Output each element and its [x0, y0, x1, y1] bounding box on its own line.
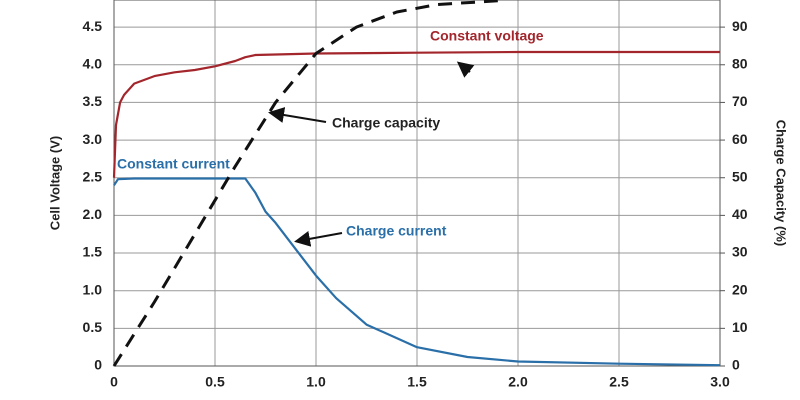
y2-tick-label: 40	[732, 206, 748, 222]
data-line	[112, 50, 720, 178]
annotation: Constant current	[117, 156, 230, 172]
x-tick-label: 2.0	[508, 374, 528, 390]
annotation: Constant voltage	[430, 28, 544, 44]
y-tick-label: 3.5	[83, 93, 103, 109]
x-tick-label: 2.5	[609, 374, 629, 390]
x-tick-label: 3.0	[710, 374, 730, 390]
annotation-arrow	[294, 230, 343, 247]
y2-tick-label: 0	[732, 357, 740, 373]
annotation-arrow	[268, 107, 327, 123]
y-tick-label: 2.0	[83, 206, 103, 222]
y-tick-label: 1.0	[83, 281, 103, 297]
y2-tick-label: 10	[732, 319, 748, 335]
annotation: Charge capacity	[332, 115, 440, 131]
y2-tick-label: 90	[732, 18, 748, 34]
y2-tick-label: 20	[732, 281, 748, 297]
y-tick-label: 0	[94, 357, 102, 373]
y2-tick-label: 50	[732, 168, 748, 184]
x-tick-label: 0	[110, 374, 118, 390]
y-tick-label: 4.5	[83, 18, 103, 34]
plot-frame	[113, 0, 721, 367]
y-axis-label: Cell Voltage (V)	[47, 136, 62, 230]
data-line	[112, 0, 498, 367]
data-line	[113, 177, 721, 367]
y2-tick-label: 30	[732, 244, 748, 260]
y-tick-label: 2.5	[83, 168, 103, 184]
x-tick-label: 1.0	[306, 374, 326, 390]
annotation-arrow	[456, 61, 475, 78]
x-tick-label: 0.5	[205, 374, 225, 390]
y-tick-label: 0.5	[83, 319, 103, 335]
y-tick-label: 3.0	[83, 131, 103, 147]
y-tick-label: 1.5	[83, 244, 103, 260]
y-tick-label: 4.0	[83, 55, 103, 71]
annotation: Charge current	[346, 223, 447, 239]
y2-tick-label: 80	[732, 55, 748, 71]
y2-axis-label: Charge Capacity (%)	[774, 120, 789, 246]
y2-tick-label: 60	[732, 131, 748, 147]
x-tick-label: 1.5	[407, 374, 427, 390]
y2-tick-label: 70	[732, 93, 748, 109]
